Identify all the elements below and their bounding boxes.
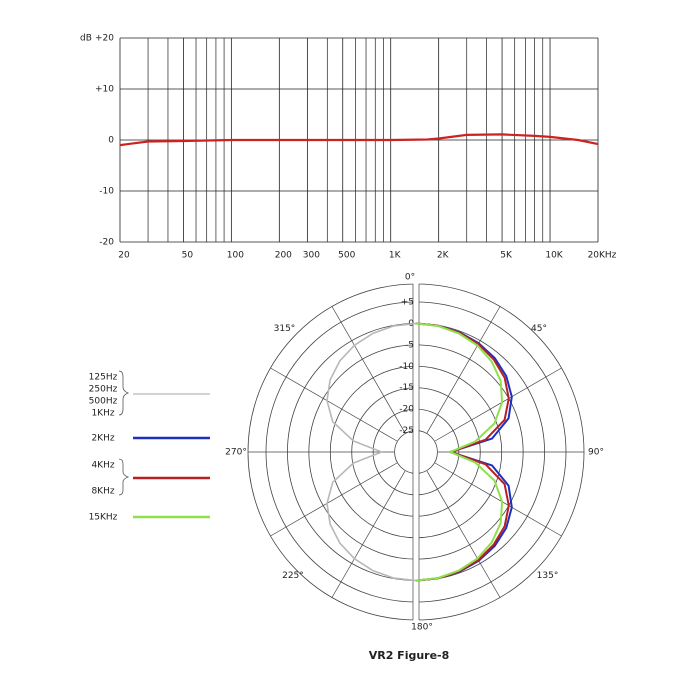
x-tick-label: 200 [275, 251, 292, 261]
x-tick-label: 20KHz [588, 251, 617, 261]
legend-label: 125Hz [89, 373, 118, 383]
polar-title: VR2 Figure-8 [369, 649, 450, 662]
spoke [270, 367, 398, 442]
theta-tick-label: 135° [537, 571, 559, 581]
polar-curve [326, 322, 417, 582]
y-tick-label: 0 [108, 136, 114, 146]
x-tick-label: 20 [118, 251, 130, 261]
y-tick-label: +20 [95, 34, 114, 44]
spoke [426, 470, 501, 598]
x-tick-label: 50 [182, 251, 194, 261]
legend-label: 4KHz [91, 461, 114, 471]
legend-bracket [118, 370, 130, 416]
legend-label: 2KHz [91, 434, 114, 444]
r-tick-label: -20 [399, 405, 414, 415]
spoke [426, 306, 501, 434]
legend-bracket [118, 458, 130, 496]
response-line [119, 133, 599, 147]
theta-tick-label: 90° [588, 448, 604, 458]
theta-tick-label: 45° [531, 324, 547, 334]
x-tick-label: 500 [338, 251, 355, 261]
y-tick-label: -20 [99, 238, 114, 248]
r-tick-label: -5 [405, 340, 414, 350]
theta-tick-label: 315° [274, 324, 296, 334]
spoke [331, 306, 406, 434]
spoke [270, 462, 398, 537]
spoke [331, 470, 406, 598]
legend-label: 250Hz [89, 385, 118, 395]
x-tick-label: 10K [545, 251, 563, 261]
legend-label: 8KHz [91, 487, 114, 497]
axis-gap [413, 282, 419, 622]
legend-label: 500Hz [89, 397, 118, 407]
x-tick-label: 100 [227, 251, 244, 261]
theta-tick-label: 180° [411, 623, 433, 633]
theta-tick-label: 0° [405, 273, 415, 283]
spoke [434, 462, 562, 537]
x-tick-label: 1K [389, 251, 402, 261]
spoke [434, 367, 562, 442]
x-tick-label: 300 [303, 251, 320, 261]
y-tick-label: +10 [95, 85, 114, 95]
legend-label: 1KHz [91, 409, 114, 419]
x-tick-label: 5K [500, 251, 513, 261]
theta-tick-label: 225° [282, 571, 304, 581]
polar-curve [415, 322, 504, 582]
theta-tick-label: 270° [225, 448, 247, 458]
x-tick-label: 2K [437, 251, 450, 261]
r-tick-label: -15 [399, 383, 414, 393]
y-axis-label: dB [80, 34, 92, 44]
r-tick-label: -25 [399, 426, 414, 436]
y-tick-label: -10 [99, 187, 114, 197]
r-tick-label: +5 [401, 298, 414, 308]
legend-label: 15KHz [89, 513, 118, 523]
r-tick-label: -10 [399, 362, 414, 372]
